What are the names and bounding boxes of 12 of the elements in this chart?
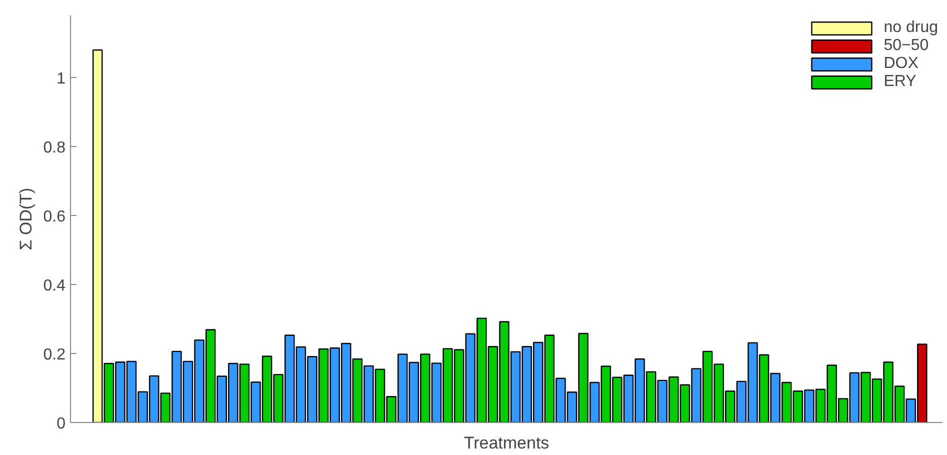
y-tick-label: 1	[56, 70, 66, 88]
legend-label: DOX	[884, 55, 918, 73]
legend-label: no drug	[884, 19, 938, 37]
y-tick-label: 0.6	[43, 208, 66, 226]
y-tick-label: 0.4	[43, 278, 66, 295]
x-axis-title: Treatments	[464, 434, 550, 452]
y-tick-label: 0.8	[43, 140, 66, 157]
y-axis-title: Σ OD(T)	[16, 188, 36, 250]
legend-label: 50−50	[884, 37, 929, 55]
y-tick-label: 0.2	[43, 346, 66, 364]
y-tick-label: 0	[56, 416, 66, 432]
legend-label: ERY	[884, 73, 916, 91]
